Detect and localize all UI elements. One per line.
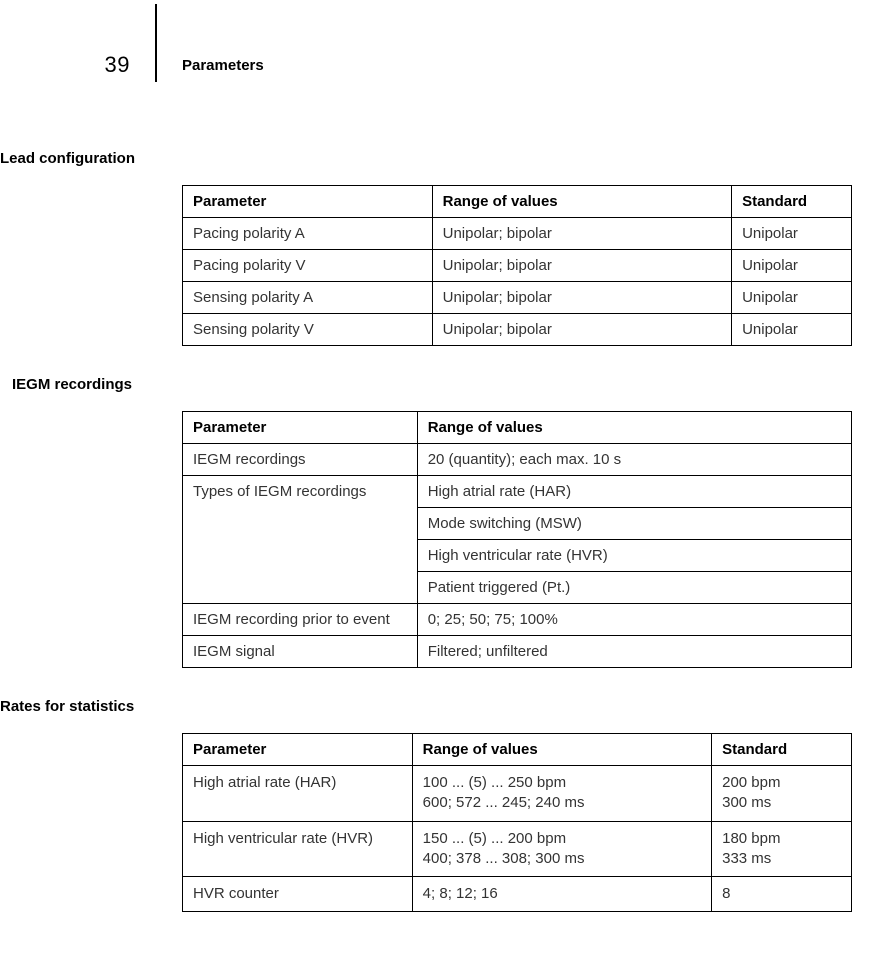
table-cell: Filtered; unfiltered	[417, 636, 851, 668]
table-cell: 200 bpm 300 ms	[712, 766, 852, 822]
section-title: IEGM recordings	[0, 376, 870, 393]
table-cell: High atrial rate (HAR)	[183, 766, 413, 822]
table-row: IEGM recordings20 (quantity); each max. …	[183, 444, 852, 476]
rates-for-statistics-table: ParameterRange of valuesStandardHigh atr…	[182, 733, 852, 912]
table-cell: 4; 8; 12; 16	[412, 877, 711, 912]
table-row: High atrial rate (HAR)100 ... (5) ... 25…	[183, 766, 852, 822]
table-row: Pacing polarity VUnipolar; bipolarUnipol…	[183, 250, 852, 282]
table-header-cell: Range of values	[432, 186, 731, 218]
section-iegm-recordings: IEGM recordings ParameterRange of values…	[0, 376, 870, 668]
table-cell: Types of IEGM recordings	[183, 476, 418, 604]
table-header-row: ParameterRange of valuesStandard	[183, 734, 852, 766]
table-cell: IEGM signal	[183, 636, 418, 668]
header-title: Parameters	[157, 57, 264, 74]
table-cell: High ventricular rate (HVR)	[417, 540, 851, 572]
table-row: HVR counter4; 8; 12; 168	[183, 877, 852, 912]
table-row: Types of IEGM recordingsHigh atrial rate…	[183, 476, 852, 508]
page-number: 39	[0, 52, 155, 78]
page-header: 39 Parameters	[0, 40, 870, 90]
table-cell: Sensing polarity V	[183, 314, 433, 346]
table-row: Sensing polarity VUnipolar; bipolarUnipo…	[183, 314, 852, 346]
table-cell: Unipolar	[732, 218, 852, 250]
table-cell: 0; 25; 50; 75; 100%	[417, 604, 851, 636]
table-cell: Unipolar; bipolar	[432, 218, 731, 250]
table-header-cell: Standard	[732, 186, 852, 218]
table-cell: Unipolar; bipolar	[432, 250, 731, 282]
table-cell: Mode switching (MSW)	[417, 508, 851, 540]
table-header-row: ParameterRange of valuesStandard	[183, 186, 852, 218]
table-cell: Unipolar	[732, 314, 852, 346]
table-cell: Unipolar; bipolar	[432, 314, 731, 346]
table-cell: 180 bpm 333 ms	[712, 821, 852, 877]
table-cell: HVR counter	[183, 877, 413, 912]
section-title: Rates for statistics	[0, 698, 870, 715]
table-header-cell: Parameter	[183, 734, 413, 766]
table-cell: Unipolar	[732, 282, 852, 314]
table-header-cell: Parameter	[183, 186, 433, 218]
table-cell: Sensing polarity A	[183, 282, 433, 314]
table-cell: 20 (quantity); each max. 10 s	[417, 444, 851, 476]
table-header-cell: Range of values	[412, 734, 711, 766]
table-cell: IEGM recordings	[183, 444, 418, 476]
page: 39 Parameters Lead configuration Paramet…	[0, 0, 870, 961]
table-cell: Unipolar	[732, 250, 852, 282]
table-cell: Patient triggered (Pt.)	[417, 572, 851, 604]
table-header-cell: Range of values	[417, 412, 851, 444]
table-cell: 150 ... (5) ... 200 bpm 400; 378 ... 308…	[412, 821, 711, 877]
table-row: IEGM recording prior to event0; 25; 50; …	[183, 604, 852, 636]
table-cell: Unipolar; bipolar	[432, 282, 731, 314]
table-cell: 8	[712, 877, 852, 912]
section-lead-configuration: Lead configuration ParameterRange of val…	[0, 150, 870, 346]
table-header-cell: Standard	[712, 734, 852, 766]
lead-configuration-table: ParameterRange of valuesStandardPacing p…	[182, 185, 852, 346]
table-row: Sensing polarity AUnipolar; bipolarUnipo…	[183, 282, 852, 314]
table-cell: Pacing polarity V	[183, 250, 433, 282]
table-row: IEGM signalFiltered; unfiltered	[183, 636, 852, 668]
table-header-cell: Parameter	[183, 412, 418, 444]
table-cell: 100 ... (5) ... 250 bpm 600; 572 ... 245…	[412, 766, 711, 822]
table-row: Pacing polarity AUnipolar; bipolarUnipol…	[183, 218, 852, 250]
table-cell: Pacing polarity A	[183, 218, 433, 250]
iegm-recordings-table: ParameterRange of valuesIEGM recordings2…	[182, 411, 852, 668]
section-title: Lead configuration	[0, 150, 870, 167]
table-cell: High ventricular rate (HVR)	[183, 821, 413, 877]
table-cell: High atrial rate (HAR)	[417, 476, 851, 508]
table-row: High ventricular rate (HVR)150 ... (5) .…	[183, 821, 852, 877]
section-rates-for-statistics: Rates for statistics ParameterRange of v…	[0, 698, 870, 912]
table-cell: IEGM recording prior to event	[183, 604, 418, 636]
table-header-row: ParameterRange of values	[183, 412, 852, 444]
